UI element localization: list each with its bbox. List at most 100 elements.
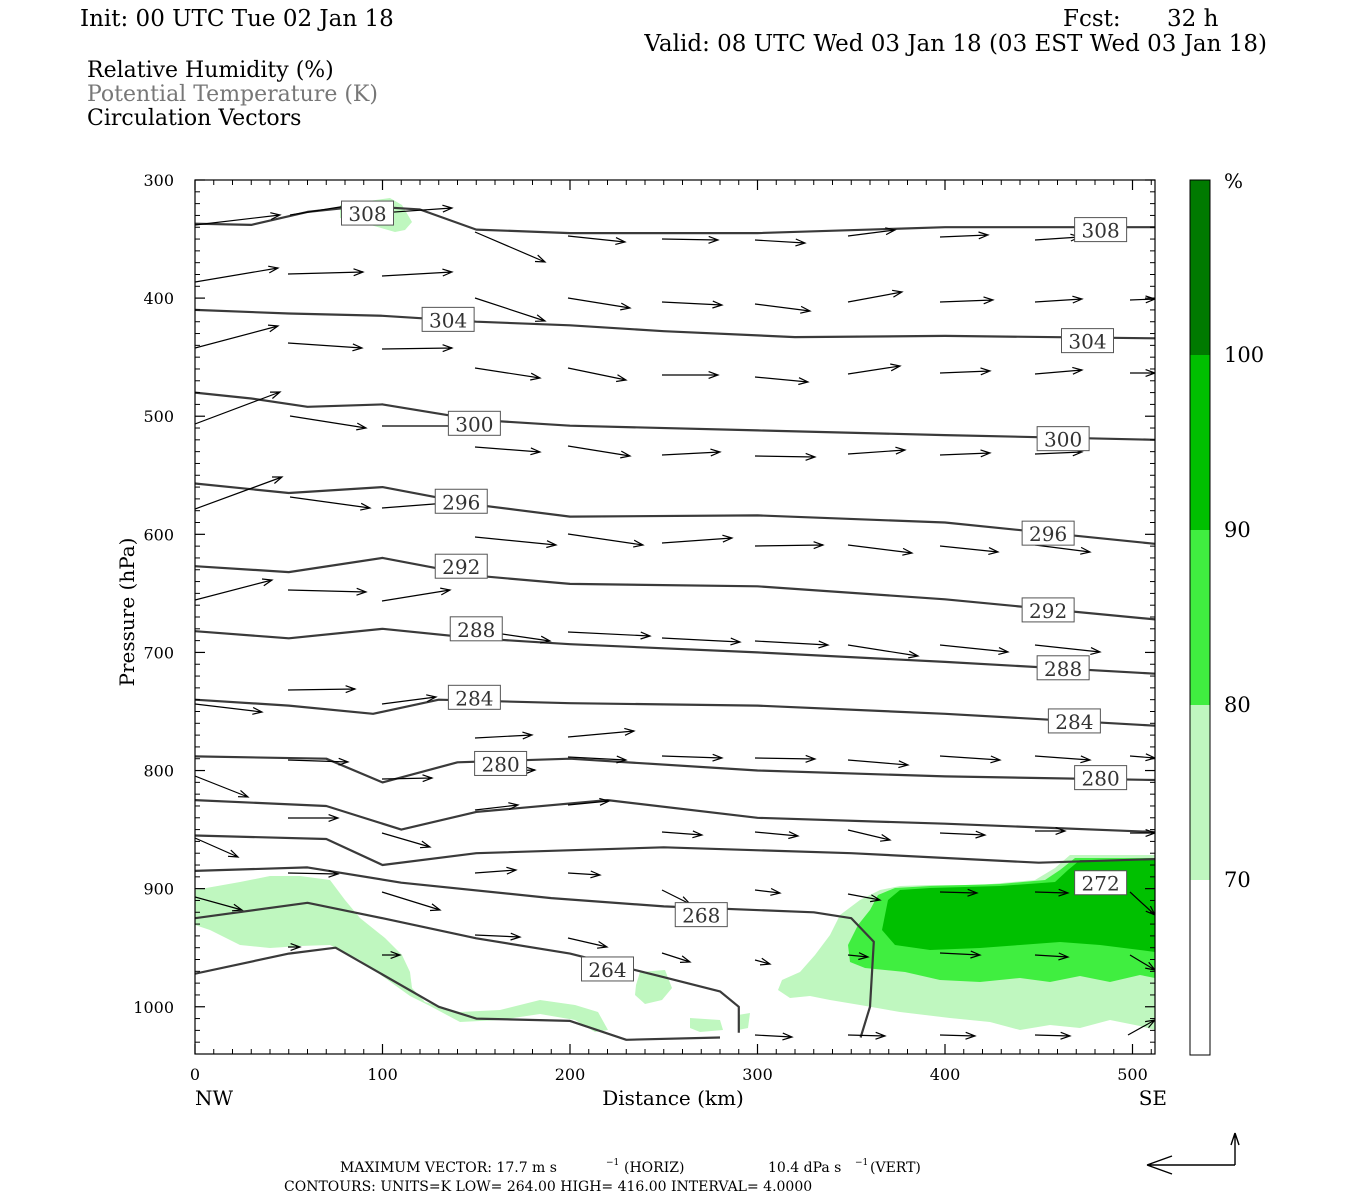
- circulation-vector: [661, 448, 722, 457]
- circulation-vector: [1129, 753, 1155, 762]
- contour-label-box: [449, 616, 503, 642]
- circulation-vector: [1034, 644, 1102, 655]
- x-tick-label: 500: [1117, 1065, 1148, 1084]
- contour-label: 300: [455, 412, 493, 436]
- circulation-vector: [474, 866, 518, 875]
- circulation-vector: [1034, 1031, 1072, 1040]
- circulation-vector: [567, 755, 628, 764]
- circulation-vector: [661, 753, 724, 762]
- reference-vector-horiz: [1146, 1155, 1235, 1175]
- x-tick-label: 200: [555, 1065, 586, 1084]
- circulation-vector: [381, 891, 442, 912]
- x-tick-label: 0: [190, 1065, 200, 1084]
- isentrope-line: [195, 482, 1155, 545]
- y-tick-label: 600: [143, 525, 174, 544]
- circulation-vector: [288, 943, 302, 951]
- circulation-vector: [1034, 366, 1084, 375]
- circulation-vector: [288, 814, 340, 822]
- isentrope-line: [195, 946, 721, 1041]
- isentrope-line: [195, 866, 875, 1038]
- contour-label-box: [1036, 655, 1090, 681]
- circulation-vector: [847, 446, 907, 455]
- isentrope-line: [195, 204, 1155, 235]
- circulation-vector: [661, 300, 724, 309]
- circulation-vector: [567, 727, 636, 738]
- circulation-vector: [754, 376, 810, 386]
- y-tick-label: 300: [143, 171, 174, 190]
- contour-label: 308: [348, 202, 386, 226]
- circulation-vector: [287, 869, 340, 878]
- contour-label: 288: [1044, 657, 1082, 681]
- circulation-vector: [1127, 1019, 1155, 1036]
- contour-labels: 308 308 304 304 300 300 296 296 292 292 288 288 284 2…: [341, 200, 1128, 982]
- contour-label: 280: [1082, 767, 1120, 791]
- contour-label-box: [447, 684, 501, 710]
- circulation-vectors: [195, 200, 1155, 1041]
- contour-label-box: [1021, 597, 1075, 623]
- circulation-vector: [661, 889, 692, 905]
- circulation-vector: [939, 545, 1000, 555]
- valid-time: Valid: 08 UTC Wed 03 Jan 18 (03 EST Wed …: [643, 31, 1267, 57]
- reference-vector-vert: [1230, 1132, 1240, 1165]
- circulation-vector: [567, 235, 627, 245]
- circulation-vector: [474, 367, 542, 381]
- contour-label-box: [421, 306, 475, 332]
- circulation-vector: [847, 544, 914, 556]
- circulation-vector: [287, 685, 357, 694]
- circulation-vector: [939, 367, 992, 376]
- contour-label: 292: [442, 555, 480, 579]
- colorbar-segment-below: [1190, 880, 1210, 1055]
- contour-label: 300: [1044, 428, 1082, 452]
- circulation-vector: [567, 797, 611, 806]
- circulation-vector: [1129, 295, 1155, 304]
- circulation-vector: [195, 896, 244, 912]
- max-vector-info: MAXIMUM VECTOR: 17.7 m s: [340, 1160, 557, 1176]
- forecast-label: Fcst:: [1063, 6, 1121, 32]
- y-tick-label: 900: [143, 880, 174, 899]
- circulation-vector: [474, 446, 542, 456]
- colorbar-frame: [1189, 179, 1211, 1056]
- contour-label-box: [1036, 426, 1090, 452]
- circulation-vector: [1129, 954, 1155, 971]
- legend-vectors: Circulation Vectors: [87, 106, 301, 131]
- x-tick-label: 300: [742, 1065, 773, 1084]
- contour-label: 296: [442, 490, 480, 514]
- circulation-vector: [287, 342, 364, 352]
- circulation-vector: [1034, 755, 1092, 764]
- colorbar: % 100 90 80 70: [1189, 169, 1264, 1056]
- circulation-vector: [195, 578, 274, 601]
- contour-label-box: [1047, 708, 1101, 734]
- circulation-vector: [567, 445, 632, 459]
- circulation-vector: [939, 888, 979, 897]
- contour-label-box: [1074, 217, 1128, 243]
- circulation-vector: [847, 829, 892, 842]
- isentrope-line: [195, 698, 1155, 727]
- circulation-vector: [754, 640, 830, 649]
- y-tick-label: 800: [143, 762, 174, 781]
- circulation-vector: [567, 533, 645, 548]
- circulation-vector: [754, 831, 800, 840]
- contour-label-box: [434, 553, 488, 579]
- circulation-vector: [567, 631, 652, 640]
- circulation-vector: [847, 227, 897, 237]
- colorbar-segment-70: [1190, 705, 1210, 880]
- max-vector-vert-exp: −1: [855, 1158, 868, 1168]
- circulation-vector: [661, 952, 692, 963]
- contour-label: 292: [1029, 599, 1067, 623]
- isentrope-line: [195, 755, 1155, 784]
- circulation-vector: [754, 541, 825, 550]
- y-axis-title: Pressure (hPa): [115, 538, 139, 687]
- circulation-vector: [381, 344, 454, 353]
- colorbar-segment-90: [1190, 355, 1210, 530]
- circulation-vector: [754, 303, 812, 314]
- legend-rh: Relative Humidity (%): [87, 58, 334, 83]
- rh-70-region: [738, 1013, 750, 1030]
- circulation-vector: [474, 231, 547, 263]
- circulation-vector: [381, 774, 434, 783]
- circulation-vector: [754, 1032, 794, 1041]
- y-tick-label: 400: [143, 289, 174, 308]
- circulation-vector: [661, 235, 720, 244]
- contour-label: 284: [1055, 710, 1093, 734]
- max-vector-horiz: (HORIZ): [624, 1160, 684, 1176]
